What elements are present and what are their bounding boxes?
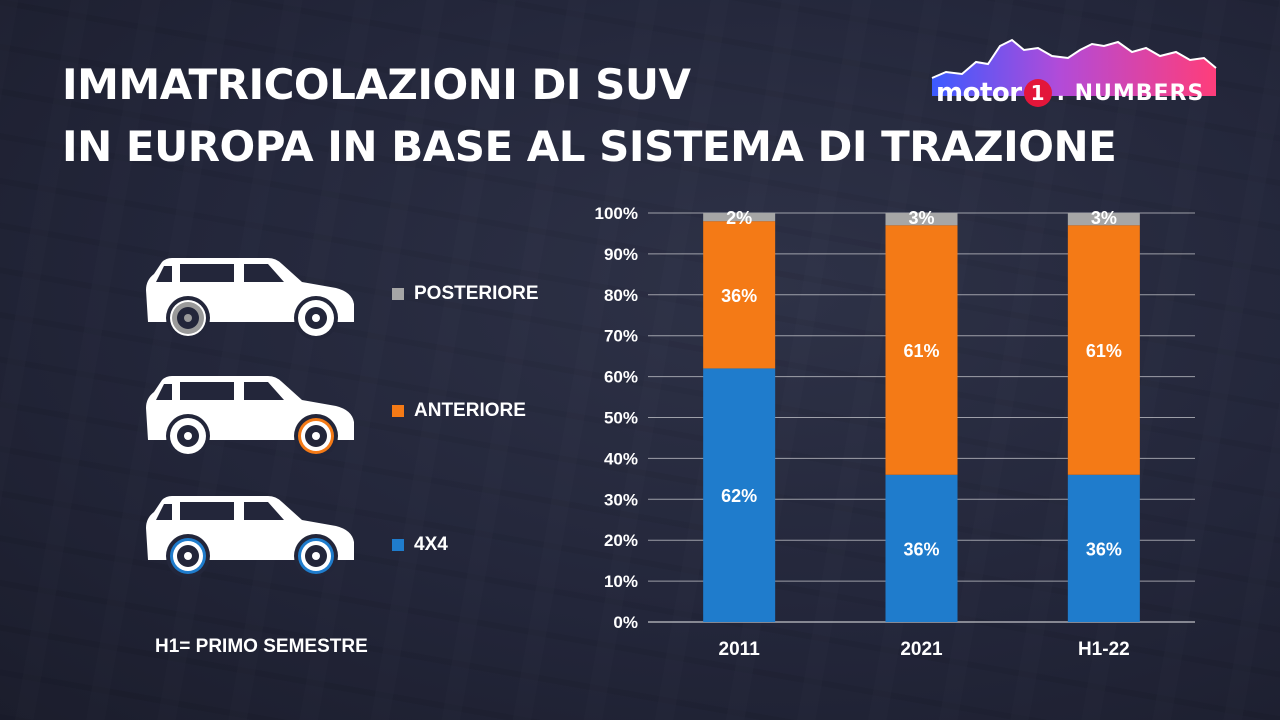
legend-label-4x4: 4X4	[414, 534, 448, 555]
logo-wordmark: motor 1 . NUMBERS	[936, 76, 1218, 110]
bar-segment	[885, 213, 958, 226]
bar-segment	[703, 221, 776, 369]
y-tick-label: 100%	[595, 204, 638, 223]
bar-segment	[885, 474, 958, 622]
logo-badge: 1	[1023, 79, 1052, 107]
legend-item-posteriore: POSTERIORE	[392, 283, 539, 305]
y-tick-label: 20%	[604, 531, 638, 550]
title-line-2: IN EUROPA IN BASE AL SISTEMA DI TRAZIONE	[62, 122, 1117, 171]
x-tick-label: 2011	[719, 639, 761, 660]
data-label: 3%	[1091, 208, 1117, 228]
y-tick-label: 90%	[604, 245, 638, 264]
data-label: 61%	[1086, 341, 1122, 361]
legend-swatch-anteriore	[392, 405, 404, 417]
suv-rear-drive-icon	[146, 258, 354, 340]
page-title: IMMATRICOLAZIONI DI SUV IN EUROPA IN BAS…	[62, 54, 1117, 178]
data-label: 62%	[721, 486, 757, 506]
bar-segment	[885, 225, 958, 475]
bar-segment	[703, 213, 776, 222]
footnote: H1= PRIMO SEMESTRE	[155, 636, 368, 657]
y-tick-label: 60%	[604, 368, 638, 387]
legend-label-posteriore: POSTERIORE	[414, 283, 539, 304]
y-tick-label: 10%	[604, 572, 638, 591]
data-label: 36%	[721, 286, 757, 306]
suv-front-drive-icon	[146, 376, 354, 458]
data-label: 2%	[726, 208, 752, 228]
x-tick-label: H1-22	[1078, 639, 1130, 660]
title-line-1: IMMATRICOLAZIONI DI SUV	[62, 60, 691, 109]
legend-label-anteriore: ANTERIORE	[414, 400, 526, 421]
motor1-numbers-logo: motor 1 . NUMBERS	[928, 34, 1218, 112]
logo-mountain-graphic	[931, 38, 1217, 96]
y-tick-label: 50%	[604, 409, 638, 428]
data-label: 36%	[903, 539, 939, 559]
logo-suffix: . NUMBERS	[1056, 80, 1205, 106]
bar-segment	[1067, 225, 1140, 475]
legend-swatch-posteriore	[392, 288, 404, 300]
data-label: 61%	[903, 341, 939, 361]
legend-swatch-4x4	[392, 539, 404, 551]
y-tick-label: 30%	[604, 490, 638, 509]
x-tick-label: 2021	[900, 639, 943, 660]
legend-item-anteriore: ANTERIORE	[392, 400, 526, 422]
stacked-bar-chart: 0% 10% 20% 30% 40% 50% 60% 70% 80% 90% 100% 62% 36% 2…	[595, 204, 1195, 660]
y-tick-label: 70%	[604, 327, 638, 346]
logo-brand: motor	[936, 78, 1022, 108]
suv-4x4-icon	[146, 496, 354, 578]
y-tick-label: 80%	[604, 286, 638, 305]
legend-item-4x4: 4X4	[392, 534, 448, 556]
y-tick-label: 0%	[613, 613, 638, 632]
bar-segment	[703, 368, 776, 622]
bar-segment	[1067, 213, 1140, 226]
bar-segment	[1067, 474, 1140, 622]
y-tick-label: 40%	[604, 449, 638, 468]
data-label: 36%	[1086, 539, 1122, 559]
data-label: 3%	[908, 208, 934, 228]
